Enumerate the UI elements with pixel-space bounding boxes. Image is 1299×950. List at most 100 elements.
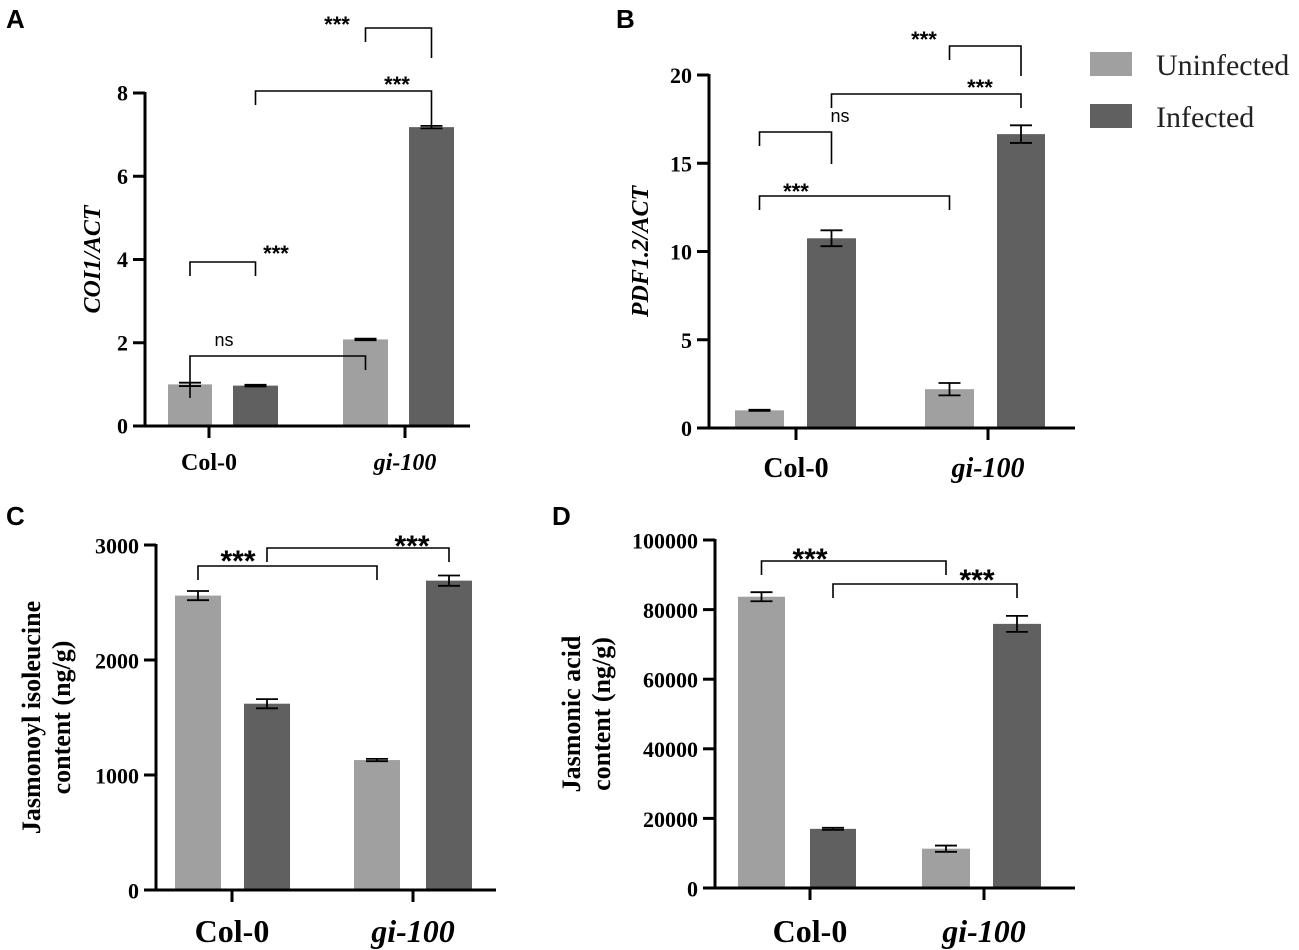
error-bar-c-uninfected-col-0 <box>187 590 209 602</box>
y-tick-label-d: 60000 <box>643 668 698 693</box>
error-bar-c-infected-col-0 <box>256 698 278 710</box>
error-bar-b-uninfected-gi-100 <box>938 382 961 397</box>
significance-label-a: ns <box>214 330 233 350</box>
significance-label-d: *** <box>792 543 827 576</box>
error-bar-a-uninfected-gi-100 <box>354 337 377 342</box>
bar-c-uninfected-col-0 <box>175 595 221 890</box>
y-axis-label-2-d: content (ng/g) <box>587 637 616 791</box>
bar-d-uninfected-gi-100 <box>922 848 970 888</box>
y-tick-label-b: 15 <box>670 151 692 176</box>
y-tick-label-a: 2 <box>117 330 128 355</box>
legend-swatch-uninfected <box>1090 52 1132 76</box>
y-axis-label-2-c: content (ng/g) <box>47 641 76 795</box>
y-tick-label-c: 2000 <box>95 648 139 673</box>
error-bar-d-uninfected-gi-100 <box>935 844 957 853</box>
significance-label-d: *** <box>959 564 994 597</box>
x-tick-label-a-gi-100: gi-100 <box>373 450 437 476</box>
x-tick-label-c-gi-100: gi-100 <box>370 913 455 949</box>
significance-bracket-a <box>254 90 433 127</box>
significance-bracket-a <box>189 355 367 398</box>
y-tick-label-b: 20 <box>670 63 692 88</box>
error-bar-d-infected-col-0 <box>822 826 844 831</box>
significance-label-b: ns <box>830 106 849 126</box>
error-bar-c-infected-gi-100 <box>438 574 460 587</box>
panel-a: A 0 2 4 6 8 Col-0 gi-100 COI1/ACT ns *** *** *** <box>6 4 470 476</box>
x-tick-label-c-col-0: Col-0 <box>195 913 270 949</box>
x-tick-label-b-gi-100: gi-100 <box>950 453 1024 484</box>
panel-d-letter: D <box>552 501 571 531</box>
significance-label-c: *** <box>394 530 429 563</box>
panel-b: B 0 5 10 15 20 Col-0 gi-100 PDF1.2/ACT *** ns *** **… <box>616 4 1075 484</box>
significance-bracket-a <box>189 261 257 276</box>
error-bar-b-infected-gi-100 <box>1010 124 1032 144</box>
bar-a-uninfected-gi-100 <box>343 339 388 426</box>
significance-bracket-b <box>758 195 951 210</box>
bar-d-infected-col-0 <box>810 828 856 888</box>
bar-c-uninfected-gi-100 <box>354 760 400 890</box>
legend-label-infected: Infected <box>1156 101 1254 134</box>
legend-label-uninfected: Uninfected <box>1156 49 1289 82</box>
error-bar-d-uninfected-col-0 <box>750 591 773 603</box>
significance-label-a: *** <box>263 241 289 266</box>
y-axis-label-d: Jasmonic acid <box>557 635 586 792</box>
bar-d-infected-gi-100 <box>993 623 1041 888</box>
significance-bracket-c <box>266 547 450 562</box>
significance-label-b: *** <box>911 27 937 52</box>
y-tick-label-d: 20000 <box>643 807 698 832</box>
panel-b-letter: B <box>616 4 635 34</box>
significance-label-a: *** <box>384 72 410 97</box>
significance-bracket-d <box>832 583 1018 598</box>
panel-a-letter: A <box>6 4 25 34</box>
error-bar-c-uninfected-gi-100 <box>366 758 388 763</box>
significance-label-a: *** <box>324 12 350 37</box>
y-axis-label-c: Jasmonoyl isoleucine <box>17 601 46 834</box>
x-tick-label-b-col-0: Col-0 <box>763 453 828 484</box>
error-bar-b-uninfected-col-0 <box>748 408 771 412</box>
bar-c-infected-col-0 <box>244 703 290 890</box>
y-tick-label-d: 0 <box>687 876 698 901</box>
x-tick-label-d-col-0: Col-0 <box>773 913 848 949</box>
y-tick-label-c: 1000 <box>95 763 139 788</box>
bar-d-uninfected-col-0 <box>738 596 785 888</box>
bar-b-infected-col-0 <box>807 238 856 428</box>
significance-bracket-a <box>364 27 433 58</box>
panel-c: C 0 1000 2000 3000 Col-0 gi-100 Jasmonoyl isole… <box>6 501 496 949</box>
panel-d: D 0 20000 40000 60000 80000 100000 Col-0 gi-100 J… <box>552 501 1075 949</box>
x-tick-label-a-col-0: Col-0 <box>181 450 237 476</box>
y-tick-label-d: 80000 <box>643 598 698 623</box>
significance-bracket-d <box>760 560 947 575</box>
y-tick-label-b: 5 <box>681 328 692 353</box>
y-tick-label-c: 0 <box>128 878 139 903</box>
y-tick-label-c: 3000 <box>95 533 139 558</box>
bar-a-infected-col-0 <box>233 385 278 426</box>
error-bar-b-infected-col-0 <box>820 229 843 248</box>
legend: Uninfected Infected <box>1090 49 1289 134</box>
bar-b-infected-gi-100 <box>997 134 1045 428</box>
legend-swatch-infected <box>1090 104 1132 128</box>
significance-bracket-c <box>197 565 378 580</box>
significance-bracket-b <box>948 45 1022 76</box>
y-tick-label-a: 8 <box>117 81 128 106</box>
significance-label-c: *** <box>220 545 255 578</box>
error-bar-a-infected-col-0 <box>244 383 267 388</box>
y-tick-label-a: 4 <box>117 247 128 272</box>
x-tick-label-d-gi-100: gi-100 <box>941 913 1026 949</box>
y-tick-label-b: 10 <box>670 240 692 265</box>
panel-c-letter: C <box>6 501 25 531</box>
y-tick-label-a: 6 <box>117 164 128 189</box>
bar-a-infected-gi-100 <box>409 127 454 426</box>
y-axis-label-a: COI1/ACT <box>80 204 106 313</box>
significance-bracket-b <box>758 131 833 164</box>
y-tick-label-b: 0 <box>681 416 692 441</box>
significance-bracket-b <box>830 93 1022 108</box>
y-tick-label-d: 40000 <box>643 737 698 762</box>
bar-c-infected-gi-100 <box>426 580 472 890</box>
y-axis-label-b: PDF1.2/ACT <box>628 184 654 318</box>
y-tick-label-a: 0 <box>117 414 128 439</box>
y-tick-label-d: 100000 <box>632 528 698 553</box>
significance-label-b: *** <box>783 179 809 204</box>
bar-b-uninfected-col-0 <box>735 410 784 428</box>
error-bar-d-infected-gi-100 <box>1006 614 1028 633</box>
significance-label-b: *** <box>967 75 993 100</box>
